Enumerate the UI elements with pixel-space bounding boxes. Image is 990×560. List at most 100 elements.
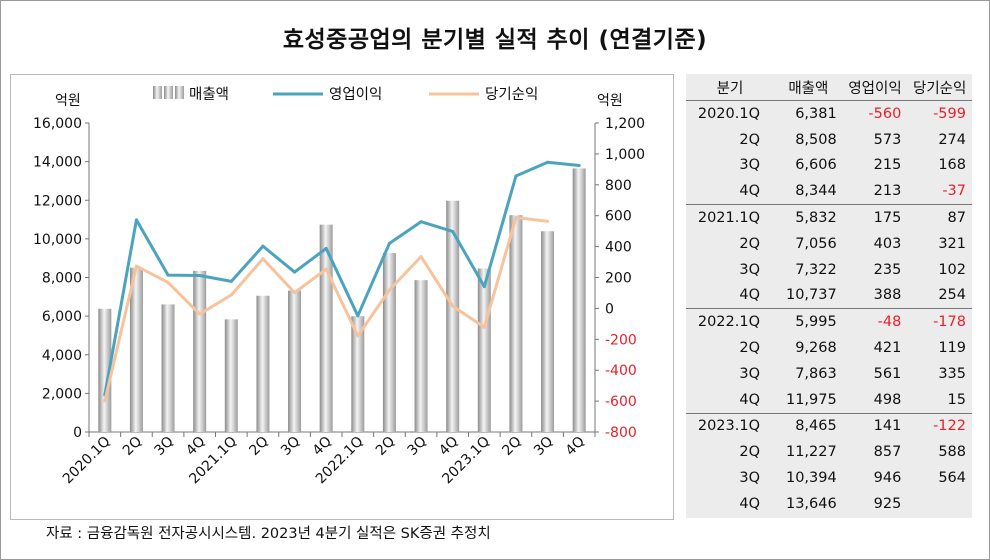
table-cell-value: 9,268: [795, 340, 837, 357]
table-cell-value: 8,344: [795, 183, 837, 200]
table-cell-period: 4Q: [739, 287, 760, 304]
bar-revenue: [256, 295, 270, 432]
table-cell-period: 2Q: [739, 131, 760, 148]
x-tick-label: 3Q: [278, 434, 303, 459]
x-tick-label: 4Q: [436, 434, 461, 459]
table-cell-value: 335: [938, 365, 966, 382]
table-row: 4Q 11,975 498 15: [686, 387, 972, 413]
point-net-income: [293, 291, 297, 295]
bar-revenue: [446, 200, 460, 432]
point-operating-profit: [261, 244, 265, 248]
table-row: 2Q 11,227 857 588: [686, 439, 972, 465]
table-cell-value: 168: [938, 157, 966, 174]
point-operating-profit: [482, 285, 486, 289]
table-row: 2Q 8,508 573 274: [686, 127, 972, 153]
table-cell-value: 6,606: [795, 157, 837, 174]
left-axis-unit: 억원: [55, 93, 81, 109]
bar-revenue: [572, 168, 586, 433]
line-operating-profit: [103, 160, 580, 396]
table-cell-value: -37: [942, 183, 966, 200]
table-cell-value: 175: [842, 204, 908, 231]
right-tick-label: -600: [605, 394, 637, 410]
table-cell-value: 321: [938, 235, 966, 252]
table-row: 2020.1Q 6,381 -560 -599: [686, 101, 972, 127]
table-cell-value: 10,394: [785, 470, 837, 487]
table-row: 4Q 10,737 388 254: [686, 283, 972, 309]
table-cell-period: 4Q: [739, 183, 760, 200]
table-cell-value: -560: [868, 105, 902, 122]
x-tick-label: 4Q: [183, 434, 208, 459]
table-cell-value: 564: [938, 470, 966, 487]
left-tick-label: 0: [73, 425, 82, 441]
bar-revenue: [193, 270, 207, 432]
right-tick-label: 800: [605, 178, 632, 194]
chart-panel: 0 2,000 4,000 6,000 8,000 10,000 12,000 14,000 1…: [10, 74, 674, 520]
table-row: 2022.1Q 5,995 -48 -178: [686, 308, 972, 336]
legend-label-revenue: 매출액: [189, 86, 229, 103]
table-cell-period: 3Q: [739, 470, 760, 487]
table-header-cell: 영업이익: [842, 74, 908, 101]
table-cell-value: 5,832: [774, 204, 843, 231]
legend-label-operating-profit: 영업이익: [329, 86, 382, 103]
point-net-income: [387, 288, 391, 292]
table-cell-period: 3Q: [739, 157, 760, 174]
table-cell-value: 7,056: [795, 235, 837, 252]
table-cell-value: [907, 491, 972, 517]
bar-revenue: [541, 231, 555, 432]
table-cell-period: 2Q: [739, 444, 760, 461]
point-operating-profit: [166, 273, 170, 277]
data-table: 분기 매출액 영업이익 당기순익 2020.1Q 6,381 -560 -599 2Q 8,50…: [686, 74, 972, 517]
table-cell-value: 8,465: [774, 412, 843, 440]
bar-revenue: [477, 268, 491, 432]
point-operating-profit: [356, 314, 360, 318]
right-tick-label: 0: [605, 301, 614, 317]
point-operating-profit: [514, 174, 518, 178]
table-header-cell: 분기: [686, 74, 774, 101]
table-cell-value: 215: [873, 157, 902, 174]
table-cell-period: 2022.1Q: [686, 308, 774, 336]
right-tick-label: 600: [605, 209, 632, 225]
left-tick-label: 12,000: [33, 193, 82, 209]
table-row: 3Q 10,394 946 564: [686, 465, 972, 491]
bar-revenue: [161, 304, 175, 432]
table-cell-value: 254: [938, 287, 966, 304]
point-net-income: [419, 255, 423, 259]
table-cell-value: 274: [938, 131, 966, 148]
point-operating-profit: [387, 241, 391, 245]
table-cell-value: 8,508: [795, 131, 837, 148]
table-cell-period: 2Q: [739, 235, 760, 252]
table-cell-period: 2Q: [739, 340, 760, 357]
table-cell-value: 11,975: [785, 391, 837, 408]
left-tick-label: 2,000: [42, 386, 82, 402]
table-cell-value: 7,322: [795, 261, 837, 278]
table-header-row: 분기 매출액 영업이익 당기순익: [686, 74, 972, 101]
right-tick-label: 200: [605, 271, 632, 287]
table-cell-value: 573: [873, 131, 902, 148]
combo-chart: 0 2,000 4,000 6,000 8,000 10,000 12,000 14,000 1…: [33, 86, 645, 487]
table-cell-value: 857: [873, 444, 902, 461]
table-row: 3Q 6,606 215 168: [686, 153, 972, 179]
left-tick-label: 8,000: [42, 271, 82, 287]
bar-revenue: [382, 253, 396, 432]
right-tick-label: -200: [605, 332, 637, 348]
point-operating-profit: [419, 220, 423, 224]
legend-swatch-revenue-2: [164, 86, 173, 99]
point-net-income: [198, 312, 202, 316]
point-net-income: [451, 304, 455, 308]
table-cell-value: -122: [907, 412, 972, 440]
point-operating-profit: [577, 163, 581, 167]
bar-revenue: [288, 290, 302, 432]
legend-swatch-revenue: [153, 86, 162, 99]
point-operating-profit: [324, 246, 328, 250]
x-tick-label: 4Q: [310, 434, 335, 459]
x-tick-label: 2Q: [120, 434, 145, 459]
point-operating-profit: [134, 218, 138, 222]
table-cell-value: 102: [938, 261, 966, 278]
table-cell-value: 925: [873, 495, 902, 512]
table-cell-value: 421: [873, 340, 902, 357]
point-net-income: [229, 293, 233, 297]
x-tick-label: 2Q: [499, 434, 524, 459]
table-cell-value: -48: [842, 308, 908, 336]
data-table-panel: 분기 매출액 영업이익 당기순익 2020.1Q 6,381 -560 -599 2Q 8,50…: [686, 74, 972, 518]
bar-revenue: [414, 280, 428, 432]
